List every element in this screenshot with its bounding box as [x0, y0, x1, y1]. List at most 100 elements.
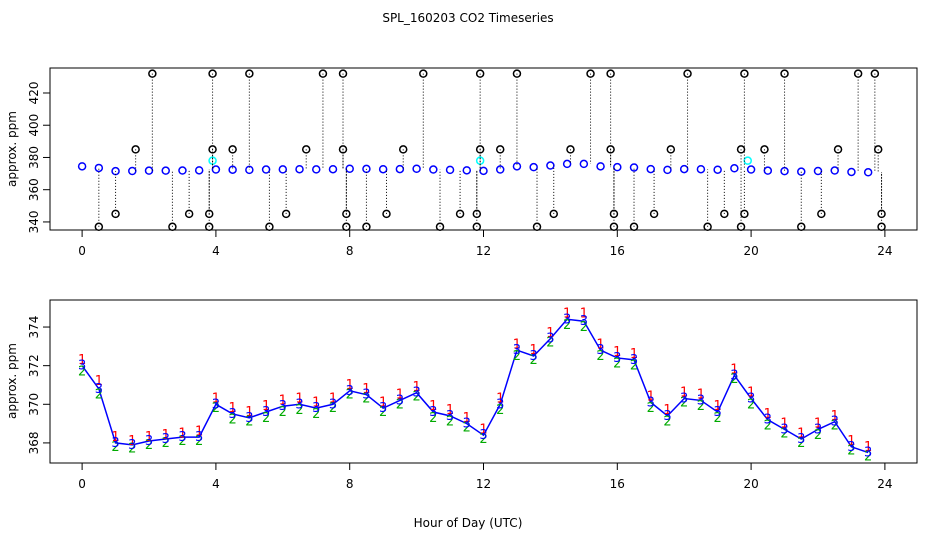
point-marker: 1: [78, 353, 86, 368]
point: [204, 222, 214, 232]
x-tick-label: 24: [877, 477, 892, 491]
point: [833, 145, 843, 154]
point: [245, 165, 254, 175]
point: [338, 69, 348, 78]
point-marker: 2: [245, 415, 253, 430]
point-marker: 3: [396, 393, 404, 408]
point-marker: 1: [429, 399, 437, 414]
point-marker: 2: [362, 391, 370, 406]
point-marker: 1: [814, 417, 822, 432]
x-tick-label: 8: [346, 477, 354, 491]
point-marker: 2: [212, 401, 220, 416]
point-marker: 2: [647, 401, 655, 416]
point: [204, 209, 214, 219]
point: [549, 209, 558, 219]
point: [148, 69, 157, 78]
point-marker: 3: [714, 405, 722, 420]
x-tick-label: 12: [476, 244, 491, 258]
y-tick-label: 420: [27, 82, 41, 105]
point: [562, 159, 572, 169]
point: [495, 165, 505, 174]
point: [817, 209, 826, 219]
point-marker: 1: [496, 391, 504, 406]
point: [168, 222, 177, 232]
point: [877, 222, 886, 232]
point: [495, 145, 505, 154]
point-marker: 3: [479, 428, 487, 443]
point-marker: 2: [312, 407, 320, 422]
point: [663, 165, 672, 175]
point-marker: 1: [212, 391, 220, 406]
point-marker: 1: [396, 388, 404, 403]
point-marker: 3: [864, 446, 872, 461]
point-marker: 1: [630, 347, 638, 362]
point: [382, 209, 391, 219]
chart-title: SPL_160203 CO2 Timeseries: [382, 11, 553, 25]
point: [462, 166, 472, 175]
point: [265, 222, 274, 232]
point-marker: 2: [797, 436, 805, 451]
point-marker: 2: [764, 419, 772, 434]
point-marker: 1: [279, 393, 287, 408]
point-marker: 3: [747, 391, 755, 406]
point-marker: 3: [680, 391, 688, 406]
point: [629, 222, 639, 232]
point-marker: 1: [730, 363, 738, 378]
point: [512, 69, 522, 78]
point: [94, 163, 104, 173]
point-marker: 3: [797, 432, 805, 447]
point-marker: 2: [279, 405, 287, 420]
y-axis-label: approx. ppm: [5, 111, 19, 187]
x-tick-label: 8: [346, 244, 354, 258]
point-marker: 1: [831, 409, 839, 424]
point: [281, 209, 291, 219]
point-marker: 3: [530, 349, 538, 364]
point-marker: 2: [329, 401, 337, 416]
point: [208, 69, 217, 78]
point-marker: 3: [329, 397, 337, 412]
point-marker: 3: [412, 386, 420, 401]
point: [740, 69, 749, 78]
point: [666, 145, 676, 154]
y-axis-label: approx. ppm: [5, 343, 19, 419]
point-marker: 3: [831, 415, 839, 430]
point: [77, 162, 87, 171]
point-marker: 3: [764, 413, 772, 428]
point: [475, 69, 485, 78]
point: [720, 209, 729, 219]
point: [412, 164, 421, 173]
point-marker: 3: [145, 434, 153, 449]
point: [211, 165, 221, 174]
point: [228, 145, 237, 154]
point-marker: 1: [228, 401, 236, 416]
point-marker: 3: [463, 417, 471, 432]
point: [863, 168, 873, 177]
point-marker: 3: [346, 384, 354, 399]
point-marker: 3: [195, 430, 203, 445]
point-marker: 2: [346, 388, 354, 403]
point-marker: 3: [647, 395, 655, 410]
point: [606, 145, 615, 154]
point-marker: 1: [329, 391, 337, 406]
x-tick-label: 20: [743, 244, 758, 258]
point-marker: 1: [346, 378, 354, 393]
point-marker: 3: [780, 422, 788, 437]
point-marker: 2: [396, 397, 404, 412]
point-marker: 1: [580, 307, 588, 322]
point-marker: 1: [111, 430, 119, 445]
point-marker: 2: [814, 428, 822, 443]
point: [606, 69, 615, 78]
point-marker: 2: [429, 411, 437, 426]
point: [328, 164, 338, 174]
x-tick-label: 12: [476, 477, 491, 491]
point-marker: 2: [95, 388, 103, 403]
point-marker: 2: [262, 411, 270, 426]
point: [435, 222, 445, 232]
point-marker: 2: [162, 436, 170, 451]
point-marker: 1: [463, 411, 471, 426]
point-marker: 3: [362, 388, 370, 403]
point-marker: 1: [195, 424, 203, 439]
point-marker: 2: [228, 413, 236, 428]
point: [696, 164, 706, 174]
